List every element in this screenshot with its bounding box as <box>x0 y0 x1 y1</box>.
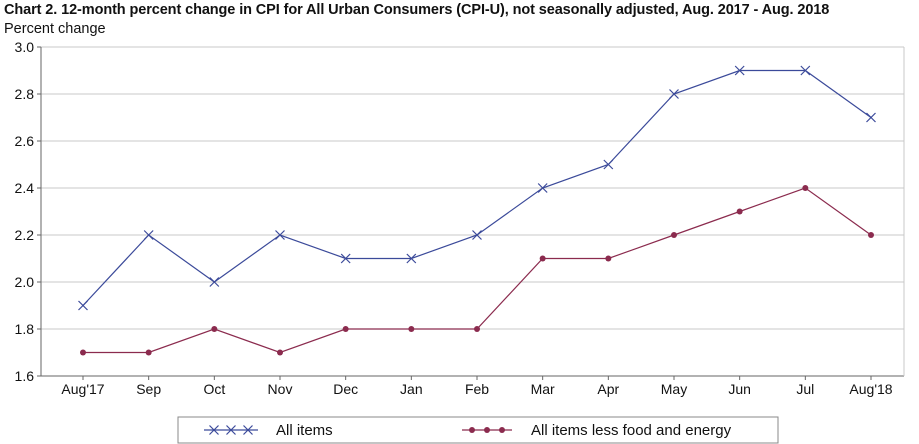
data-point <box>868 232 874 238</box>
marker-stroke <box>209 277 220 287</box>
legend-item-1: All items <box>204 422 333 439</box>
data-point <box>209 277 220 287</box>
legend-marker <box>499 427 505 433</box>
data-point <box>145 349 152 356</box>
data-point <box>143 230 154 240</box>
axes <box>37 46 905 380</box>
data-point <box>406 253 417 264</box>
data-point <box>605 255 612 262</box>
series-group <box>78 65 876 356</box>
data-point <box>866 112 876 123</box>
legend-item-2: All items less food and energy <box>462 422 732 439</box>
y-tick-label: 3.0 <box>15 39 35 55</box>
marker-stroke <box>243 425 253 435</box>
data-point <box>800 65 811 76</box>
y-tick-label: 1.8 <box>15 321 35 337</box>
x-tick-label: Feb <box>465 381 489 397</box>
marker-stroke <box>340 253 351 264</box>
x-tick-label: Aug'18 <box>849 381 892 397</box>
marker-stroke <box>406 253 417 264</box>
y-tick-label: 2.6 <box>15 133 35 149</box>
marker-stroke <box>866 112 876 123</box>
x-tick-label: Jun <box>728 381 751 397</box>
legend-label: All items less food and energy <box>531 422 732 439</box>
data-point <box>408 326 415 332</box>
marker-stroke <box>669 89 679 99</box>
marker-stroke <box>275 230 285 240</box>
data-point <box>342 326 349 332</box>
data-point <box>802 185 809 191</box>
legend-marker <box>469 427 475 433</box>
x-tick-label: Nov <box>268 381 293 397</box>
x-tick-label: Sep <box>136 381 161 397</box>
data-point <box>474 326 480 332</box>
marker-stroke <box>226 425 236 435</box>
y-tick-labels: 1.6 1.8 2.0 2.2 2.4 2.6 2.8 3.0 <box>15 39 35 384</box>
data-point <box>736 208 743 215</box>
marker-stroke <box>734 65 745 76</box>
legend-marker <box>226 425 236 435</box>
x-tick-label: Jul <box>796 381 814 397</box>
data-point <box>603 159 614 170</box>
x-tick-label: Apr <box>597 381 619 397</box>
data-point <box>211 326 218 332</box>
legend: All items All items less food and energy <box>177 416 779 444</box>
y-axis-label: Percent change <box>4 21 106 37</box>
legend-label: All items <box>276 422 333 439</box>
data-point <box>80 349 86 356</box>
data-point <box>539 255 546 262</box>
y-tick-label: 2.4 <box>15 180 35 196</box>
marker-stroke <box>78 300 88 311</box>
y-tick-label: 2.0 <box>15 274 35 290</box>
marker-stroke <box>537 183 548 193</box>
series-2 <box>80 185 874 356</box>
data-point <box>340 253 351 264</box>
grid-lines <box>41 46 904 377</box>
data-point <box>275 230 285 240</box>
chart-title: Chart 2. 12-month percent change in CPI … <box>4 2 830 18</box>
x-tick-label: Jan <box>400 381 423 397</box>
legend-marker <box>243 425 253 435</box>
marker-stroke <box>800 65 811 76</box>
data-point <box>78 300 88 311</box>
data-point <box>671 232 677 238</box>
marker-stroke <box>209 425 219 435</box>
y-tick-label: 2.2 <box>15 227 35 243</box>
x-tick-label: Oct <box>203 381 225 397</box>
x-tick-label: May <box>661 381 687 397</box>
data-point <box>277 349 283 356</box>
y-tick-label: 2.8 <box>15 86 35 102</box>
legend-marker <box>209 425 219 435</box>
x-tick-labels: Aug'17 Sep Oct Nov Dec Jan Feb Mar Apr May Jun Jul A… <box>61 381 892 397</box>
data-point <box>669 89 679 99</box>
x-tick-label: Dec <box>333 381 358 397</box>
marker-stroke <box>472 230 482 240</box>
x-tick-label: Mar <box>531 381 555 397</box>
series-1 <box>78 65 876 311</box>
marker-stroke <box>603 159 614 170</box>
data-point <box>734 65 745 76</box>
marker-stroke <box>143 230 154 240</box>
x-tick-label: Aug'17 <box>61 381 104 397</box>
data-point <box>537 183 548 193</box>
data-point <box>472 230 482 240</box>
y-tick-label: 1.6 <box>15 368 35 384</box>
legend-marker <box>484 427 490 433</box>
